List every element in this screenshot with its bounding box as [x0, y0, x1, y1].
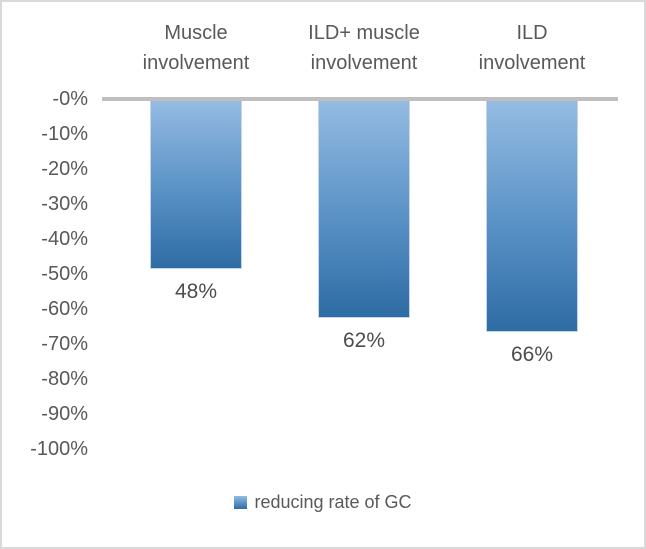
y-axis-tick-label: -70% [41, 333, 88, 355]
y-axis-tick-label: -10% [41, 123, 88, 145]
y-axis-tick-label: -80% [41, 368, 88, 390]
y-axis-tick-label: -100% [30, 438, 88, 460]
bar-data-label: 48% [174, 280, 218, 303]
y-axis-tick-label: -0% [52, 88, 88, 110]
category-label: ILD involvement [478, 22, 586, 74]
bar-ild-muscle-involvement [318, 101, 410, 318]
y-axis-tick-label: -40% [41, 228, 88, 250]
legend-label: reducing rate of GC [254, 492, 412, 512]
legend-swatch-icon [234, 496, 248, 509]
bar-data-label: 62% [342, 329, 386, 352]
y-axis-tick-label: -30% [41, 193, 88, 215]
y-axis-tick-label: -90% [41, 403, 88, 425]
category-label: ILD+ muscle involvement [308, 22, 420, 74]
y-axis-tick-label: -50% [41, 263, 88, 285]
category-label: Muscle involvement [142, 22, 250, 74]
y-axis-tick-label: -60% [41, 298, 88, 320]
legend: reducing rate of GC [2, 492, 644, 513]
bar-ild-involvement [486, 101, 578, 332]
x-axis-zero-line [102, 97, 618, 101]
bar-muscle-involvement [150, 101, 242, 269]
bar-data-label: 66% [510, 343, 554, 366]
y-axis-tick-label: -20% [41, 158, 88, 180]
